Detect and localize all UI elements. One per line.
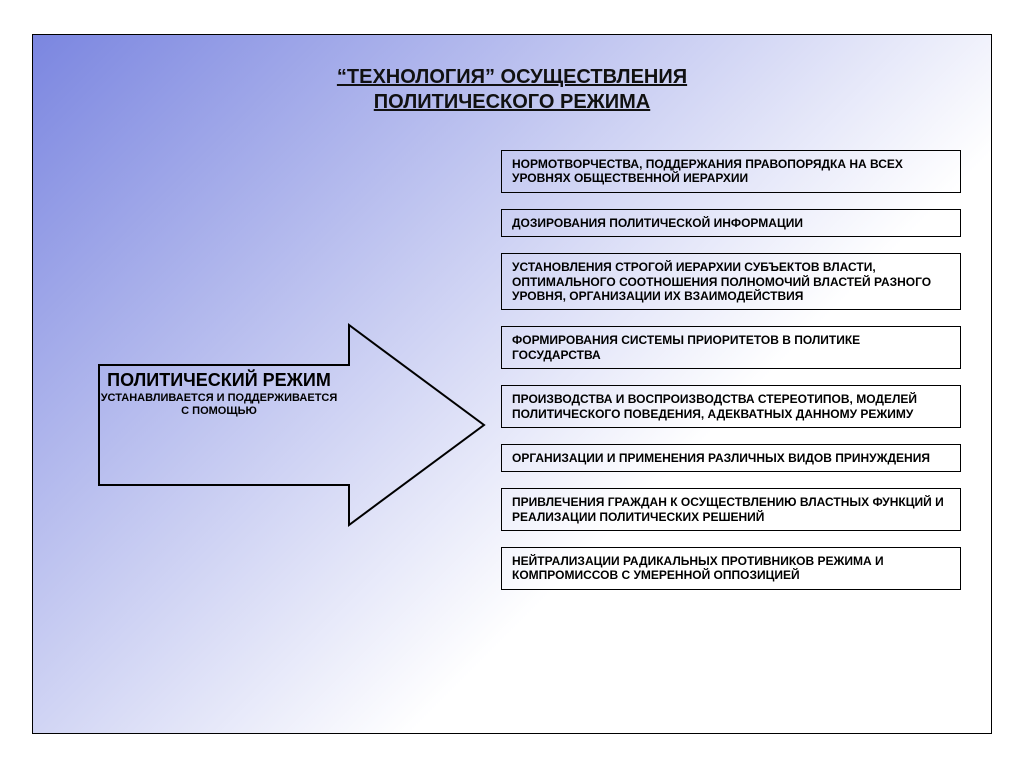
diagram-title: “ТЕХНОЛОГИЯ” ОСУЩЕСТВЛЕНИЯ ПОЛИТИЧЕСКОГО… — [33, 65, 991, 115]
arrow-svg — [89, 315, 489, 535]
arrow-label-sub: УСТАНАВЛИВАЕТСЯ И ПОДДЕРЖИВАЕТСЯ С ПОМОЩ… — [99, 392, 339, 418]
info-box: ПРИВЛЕЧЕНИЯ ГРАЖДАН К ОСУЩЕСТВЛЕНИЮ ВЛАС… — [501, 488, 961, 531]
info-box: НЕЙТРАЛИЗАЦИИ РАДИКАЛЬНЫХ ПРОТИВНИКОВ РЕ… — [501, 547, 961, 590]
info-box: ОРГАНИЗАЦИИ И ПРИМЕНЕНИЯ РАЗЛИЧНЫХ ВИДОВ… — [501, 444, 961, 472]
info-box: УСТАНОВЛЕНИЯ СТРОГОЙ ИЕРАРХИИ СУБЪЕКТОВ … — [501, 253, 961, 310]
info-box: НОРМОТВОРЧЕСТВА, ПОДДЕРЖАНИЯ ПРАВОПОРЯДК… — [501, 150, 961, 193]
info-box: ФОРМИРОВАНИЯ СИСТЕМЫ ПРИОРИТЕТОВ В ПОЛИТ… — [501, 326, 961, 369]
arrow-shape: ПОЛИТИЧЕСКИЙ РЕЖИМ УСТАНАВЛИВАЕТСЯ И ПОД… — [89, 315, 489, 535]
title-line-2: ПОЛИТИЧЕСКОГО РЕЖИМА — [33, 90, 991, 115]
info-box: ДОЗИРОВАНИЯ ПОЛИТИЧЕСКОЙ ИНФОРМАЦИИ — [501, 209, 961, 237]
arrow-label-main: ПОЛИТИЧЕСКИЙ РЕЖИМ — [99, 370, 339, 392]
info-box: ПРОИЗВОДСТВА И ВОСПРОИЗВОДСТВА СТЕРЕОТИП… — [501, 385, 961, 428]
arrow-label: ПОЛИТИЧЕСКИЙ РЕЖИМ УСТАНАВЛИВАЕТСЯ И ПОД… — [99, 370, 339, 418]
arrow-polygon — [99, 325, 484, 525]
diagram-canvas: “ТЕХНОЛОГИЯ” ОСУЩЕСТВЛЕНИЯ ПОЛИТИЧЕСКОГО… — [32, 34, 992, 734]
title-line-1: “ТЕХНОЛОГИЯ” ОСУЩЕСТВЛЕНИЯ — [33, 65, 991, 90]
boxes-column: НОРМОТВОРЧЕСТВА, ПОДДЕРЖАНИЯ ПРАВОПОРЯДК… — [501, 150, 961, 590]
